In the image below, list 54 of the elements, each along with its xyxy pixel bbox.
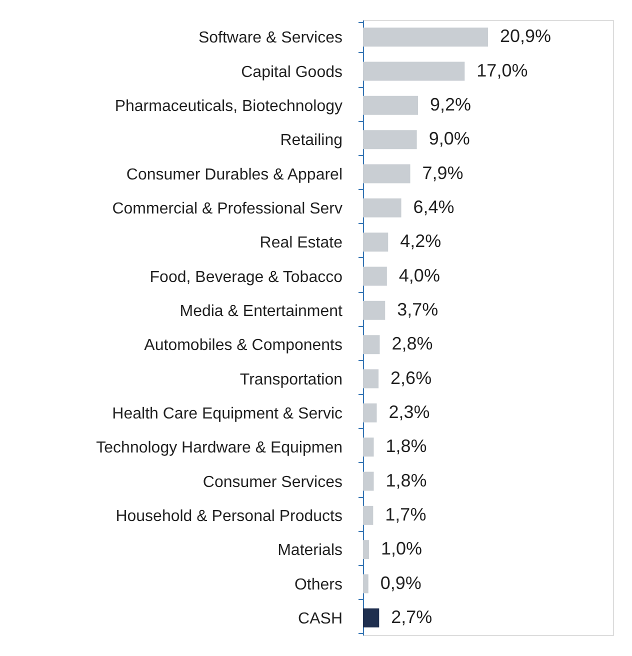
data-label: 2,7%	[391, 606, 432, 627]
data-label: 3,7%	[397, 299, 438, 320]
bar	[363, 540, 369, 560]
y-tick-label: Capital Goods	[241, 64, 342, 81]
data-label: 4,0%	[398, 265, 440, 286]
y-tick-label: Technology Hardware & Equipmen	[96, 440, 342, 457]
bar	[363, 438, 374, 457]
bar	[363, 28, 488, 47]
y-tick-label: Retailing	[280, 132, 342, 150]
y-tick-label: Real Estate	[260, 234, 343, 252]
bar	[363, 266, 387, 286]
y-tick-label: Consumer Services	[202, 474, 342, 491]
bar	[363, 335, 380, 354]
y-tick-label: Household & Personal Products	[116, 508, 342, 525]
bar	[363, 300, 386, 320]
data-label: 1,8%	[386, 436, 427, 456]
bar	[363, 403, 377, 422]
y-tick-label: Food, Beverage & Tobacco	[150, 268, 343, 286]
y-tick-label: Automobiles & Components	[144, 337, 342, 354]
bar	[363, 472, 374, 491]
data-label: 2,6%	[390, 368, 432, 388]
data-label: 1,0%	[380, 538, 422, 559]
bar	[363, 198, 402, 218]
data-label: 2,3%	[388, 402, 430, 422]
data-label: 7,9%	[422, 162, 464, 183]
y-tick-label: Health Care Equipment & Servic	[112, 405, 342, 422]
data-label: 1,7%	[385, 504, 426, 524]
data-label: 20,9%	[500, 26, 552, 46]
bar	[363, 130, 417, 150]
y-tick-label: Media & Entertainment	[180, 302, 344, 320]
data-label: 2,8%	[392, 334, 433, 354]
bar	[363, 164, 410, 184]
y-tick-label: Transportation	[240, 371, 342, 388]
data-label: 9,0%	[428, 128, 470, 149]
y-tick-label: CASH	[298, 610, 342, 628]
bar	[363, 506, 374, 525]
bar	[363, 608, 380, 628]
data-label: 1,8%	[386, 470, 427, 490]
y-tick-label: Software & Services	[198, 30, 342, 47]
y-tick-label: Materials	[278, 542, 342, 560]
data-label: 0,9%	[380, 572, 422, 593]
bar	[363, 62, 465, 81]
data-label: 4,2%	[400, 231, 442, 252]
data-label: 6,4%	[413, 196, 454, 217]
bar	[363, 232, 388, 252]
bar	[363, 574, 368, 594]
y-tick-label: Pharmaceuticals, Biotechnology	[114, 98, 342, 115]
y-tick-label: Commercial & Professional Serv	[112, 200, 342, 218]
bar	[363, 96, 418, 115]
y-tick-label: Others	[294, 576, 342, 594]
data-label: 9,2%	[430, 94, 472, 114]
y-tick-label: Consumer Durables & Apparel	[126, 166, 342, 184]
data-label: 17,0%	[476, 60, 528, 80]
bar	[363, 369, 379, 388]
